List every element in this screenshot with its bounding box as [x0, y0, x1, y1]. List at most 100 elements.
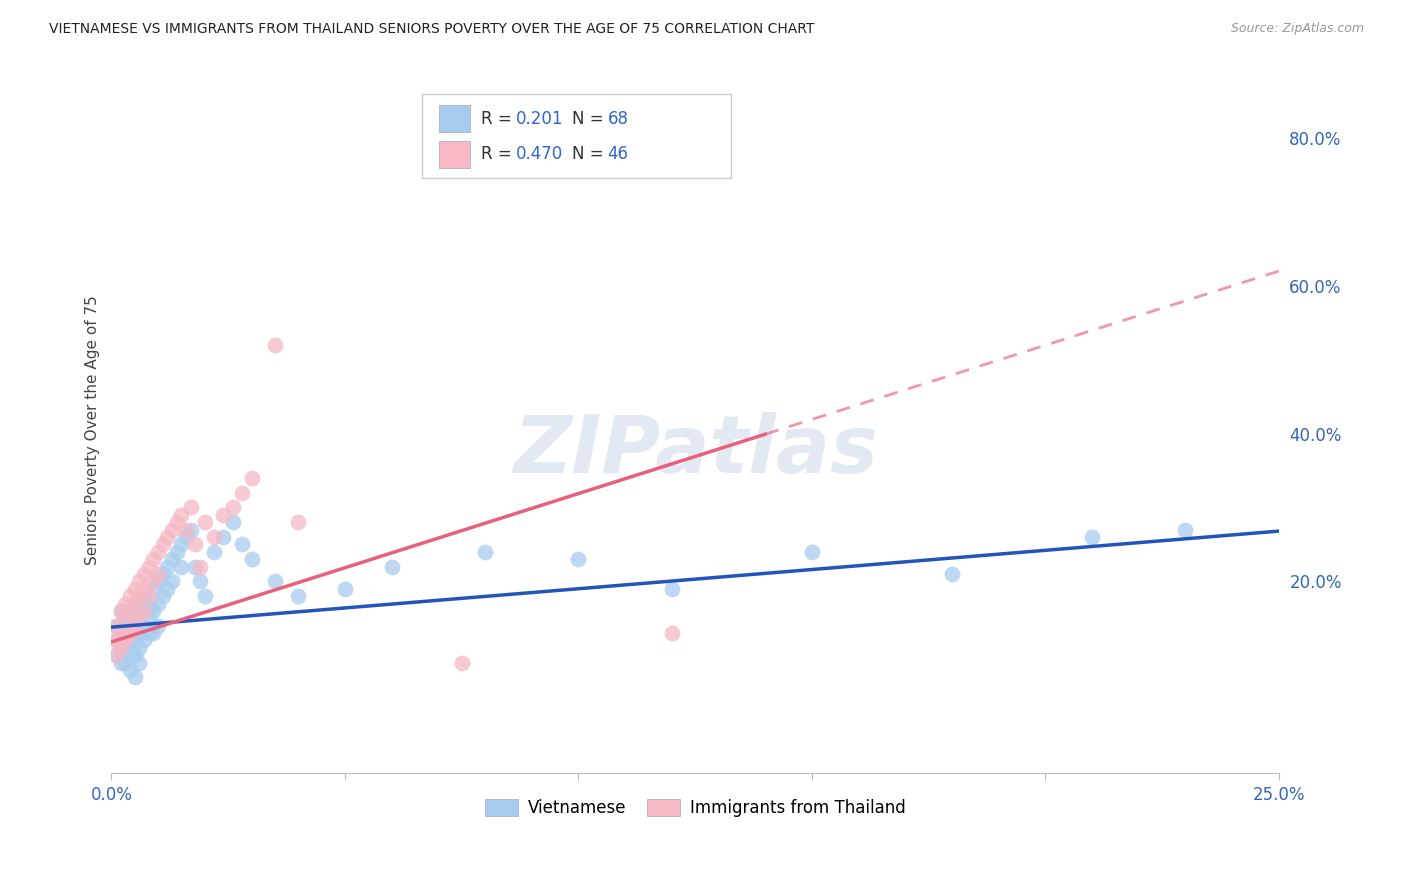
Point	[160, 574, 183, 589]
Point	[146, 545, 169, 559]
Point	[142, 574, 165, 589]
Point	[146, 566, 169, 581]
Point	[132, 604, 155, 618]
Point	[174, 530, 197, 544]
Point	[124, 597, 146, 611]
Point	[128, 626, 150, 640]
Point	[146, 574, 169, 589]
Point	[120, 626, 142, 640]
Point	[240, 552, 263, 566]
Point	[128, 640, 150, 655]
Point	[124, 633, 146, 648]
Point	[240, 471, 263, 485]
Point	[124, 648, 146, 663]
Point	[110, 604, 132, 618]
Point	[287, 515, 309, 529]
Point	[128, 574, 150, 589]
Point	[138, 559, 160, 574]
Text: R =: R =	[481, 110, 517, 128]
Point	[132, 618, 155, 632]
Point	[110, 640, 132, 655]
Point	[450, 656, 472, 670]
Point	[114, 656, 136, 670]
Point	[105, 633, 128, 648]
Text: ZIPatlas: ZIPatlas	[513, 411, 877, 490]
Text: Source: ZipAtlas.com: Source: ZipAtlas.com	[1230, 22, 1364, 36]
Point	[120, 589, 142, 603]
Point	[114, 640, 136, 655]
Point	[152, 566, 174, 581]
Point	[142, 552, 165, 566]
Point	[120, 604, 142, 618]
Point	[142, 626, 165, 640]
Point	[170, 537, 193, 551]
Point	[800, 545, 823, 559]
Point	[138, 611, 160, 625]
Point	[263, 338, 285, 352]
Point	[124, 582, 146, 596]
Point	[156, 530, 179, 544]
Point	[132, 633, 155, 648]
Point	[381, 559, 404, 574]
Text: 68: 68	[607, 110, 628, 128]
Text: 46: 46	[607, 145, 628, 163]
Point	[194, 589, 217, 603]
Point	[180, 500, 202, 515]
Point	[105, 648, 128, 663]
Point	[105, 633, 128, 648]
Point	[132, 582, 155, 596]
Point	[156, 582, 179, 596]
Point	[114, 611, 136, 625]
Point	[202, 545, 225, 559]
Point	[128, 656, 150, 670]
Point	[138, 626, 160, 640]
Point	[184, 559, 207, 574]
Point	[194, 515, 217, 529]
Point	[142, 604, 165, 618]
Point	[120, 604, 142, 618]
Point	[128, 611, 150, 625]
Point	[202, 530, 225, 544]
Point	[474, 545, 496, 559]
Point	[114, 618, 136, 632]
Point	[160, 523, 183, 537]
Point	[132, 566, 155, 581]
Point	[114, 611, 136, 625]
Point	[661, 582, 683, 596]
Point	[661, 626, 683, 640]
Point	[146, 597, 169, 611]
Point	[231, 537, 253, 551]
Point	[138, 589, 160, 603]
Point	[124, 618, 146, 632]
Point	[222, 515, 245, 529]
Point	[132, 604, 155, 618]
Point	[120, 633, 142, 648]
Point	[110, 640, 132, 655]
Point	[105, 618, 128, 632]
Point	[231, 485, 253, 500]
Point	[567, 552, 589, 566]
Y-axis label: Seniors Poverty Over the Age of 75: Seniors Poverty Over the Age of 75	[86, 295, 100, 565]
Point	[124, 670, 146, 684]
Text: 0.470: 0.470	[516, 145, 564, 163]
Point	[124, 618, 146, 632]
Point	[1081, 530, 1104, 544]
Point	[222, 500, 245, 515]
Point	[152, 537, 174, 551]
Point	[160, 552, 183, 566]
Point	[212, 508, 235, 522]
Point	[138, 597, 160, 611]
Point	[114, 633, 136, 648]
Text: R =: R =	[481, 145, 517, 163]
Point	[128, 589, 150, 603]
Point	[166, 515, 188, 529]
Point	[156, 559, 179, 574]
Text: 0.201: 0.201	[516, 110, 564, 128]
Point	[152, 589, 174, 603]
Point	[174, 523, 197, 537]
Point	[110, 656, 132, 670]
Point	[180, 523, 202, 537]
Point	[184, 537, 207, 551]
Point	[287, 589, 309, 603]
Text: N =: N =	[572, 145, 609, 163]
